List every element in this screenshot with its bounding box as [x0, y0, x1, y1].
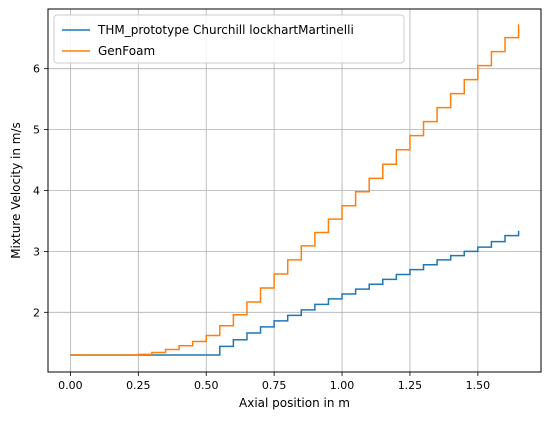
series-line-1 — [70, 24, 520, 356]
y-tick-label: 4 — [33, 185, 40, 198]
x-tick-label: 0.50 — [194, 379, 219, 392]
legend: THM_prototype Churchill lockhartMartinel… — [53, 14, 405, 64]
grid-layer — [48, 9, 541, 372]
legend-box — [53, 14, 405, 64]
series-layer — [70, 24, 520, 356]
x-tick-label: 0.00 — [58, 379, 83, 392]
y-tick-label: 2 — [33, 306, 40, 319]
legend-label-1: GenFoam — [98, 44, 155, 58]
legend-label-0: THM_prototype Churchill lockhartMartinel… — [97, 23, 354, 37]
series-line-0 — [70, 230, 520, 356]
y-tick-label: 3 — [33, 245, 40, 258]
x-axis-label: Axial position in m — [239, 396, 350, 410]
x-tick-label: 1.25 — [398, 379, 423, 392]
x-tick-label: 0.75 — [262, 379, 287, 392]
x-tick-label: 1.00 — [330, 379, 355, 392]
tick-layer: 0.00 0.25 0.50 0.75 1.00 1.25 1.50 2 3 4 5 6 — [33, 63, 490, 392]
x-tick-label: 0.25 — [126, 379, 151, 392]
y-axis-label: Mixture Velocity in m/s — [9, 122, 23, 259]
y-tick-label: 5 — [33, 124, 40, 137]
x-tick-label: 1.50 — [466, 379, 491, 392]
y-tick-label: 6 — [33, 63, 40, 76]
